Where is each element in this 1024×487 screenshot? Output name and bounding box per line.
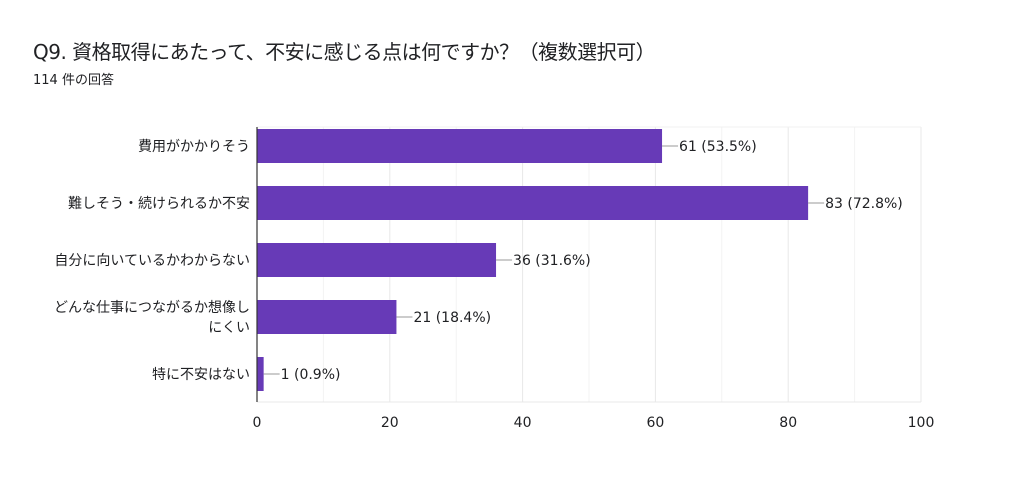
chart-title: Q9. 資格取得にあたって、不安に感じる点は何ですか？（複数選択可） (33, 40, 656, 64)
response-count: 114 件の回答 (33, 73, 114, 88)
data-label: 83 (72.8%) (825, 196, 903, 212)
category-label: 自分に向いているかわからない (54, 253, 250, 269)
x-tick-label: 40 (514, 415, 532, 431)
x-tick-label: 100 (908, 415, 935, 431)
category-label: 特に不安はない (152, 367, 250, 383)
data-label: 21 (18.4%) (413, 310, 491, 326)
bar (257, 300, 397, 334)
data-label: 36 (31.6%) (513, 253, 591, 269)
bar (257, 129, 663, 163)
category-label: 難しそう・続けられるか不安 (68, 195, 250, 212)
category-label: どんな仕事につながるか想像し (54, 300, 250, 316)
x-tick-label: 80 (779, 415, 797, 431)
data-label: 61 (53.5%) (679, 139, 757, 155)
x-tick-label: 60 (646, 415, 664, 431)
category-label: にくい (208, 320, 250, 336)
bar (257, 357, 264, 391)
category-label: 費用がかかりそう (138, 139, 250, 155)
bar (257, 186, 809, 220)
bar (257, 243, 497, 277)
data-label: 1 (0.9%) (281, 367, 341, 383)
x-tick-label: 20 (381, 415, 399, 431)
x-tick-label: 0 (253, 415, 262, 431)
